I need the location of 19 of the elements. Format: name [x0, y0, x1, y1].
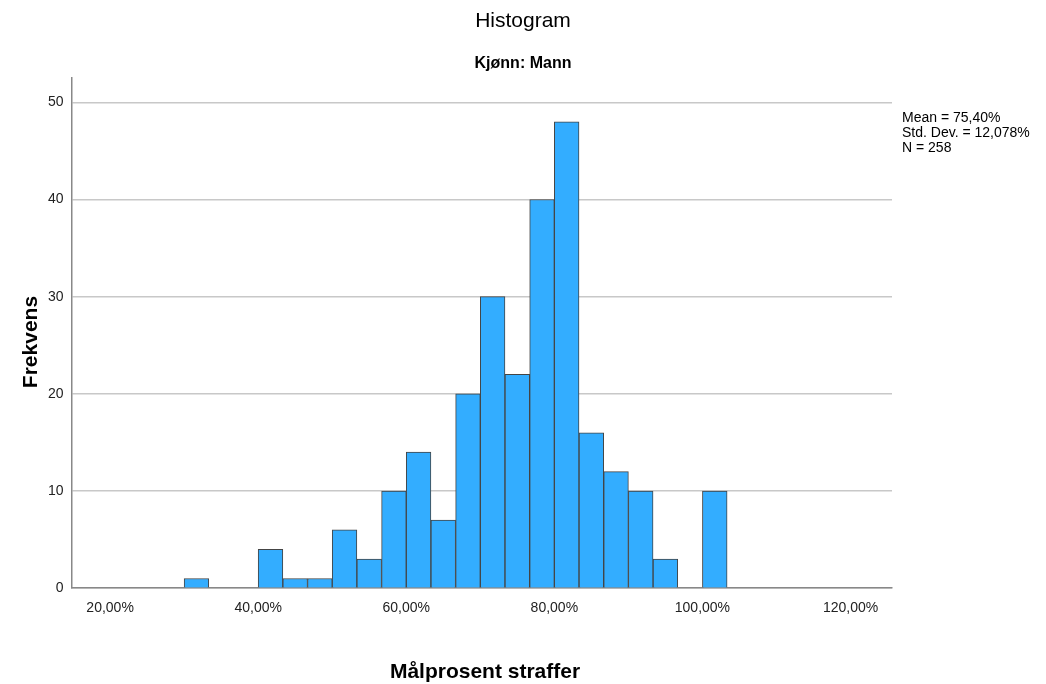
y-tick-label: 40: [47, 190, 64, 207]
x-tick-label: 100,00%: [674, 599, 731, 616]
x-axis-title: Målprosent straffer: [388, 659, 582, 682]
x-tick-label: 40,00%: [234, 599, 282, 616]
x-tick-label: 120,00%: [822, 599, 879, 616]
y-tick-label: 10: [47, 481, 64, 498]
y-tick-label: 30: [47, 287, 64, 304]
y-axis-title: Frekvens: [18, 294, 42, 391]
x-tick-label: 60,00%: [382, 599, 430, 616]
chart-title: Histogram: [474, 8, 572, 32]
y-tick-label: 20: [47, 384, 64, 401]
chart-subtitle: Kjønn: Mann: [473, 54, 573, 72]
x-tick-label: 20,00%: [86, 599, 134, 616]
x-tick-label: 80,00%: [530, 599, 579, 616]
y-tick-label: 0: [55, 579, 64, 596]
text: Std. Dev. = 12,078%: [902, 124, 1030, 140]
text: N = 258: [902, 139, 953, 155]
text: Mean = 75,40%: [902, 109, 1002, 125]
y-tick-label: 50: [47, 93, 64, 110]
